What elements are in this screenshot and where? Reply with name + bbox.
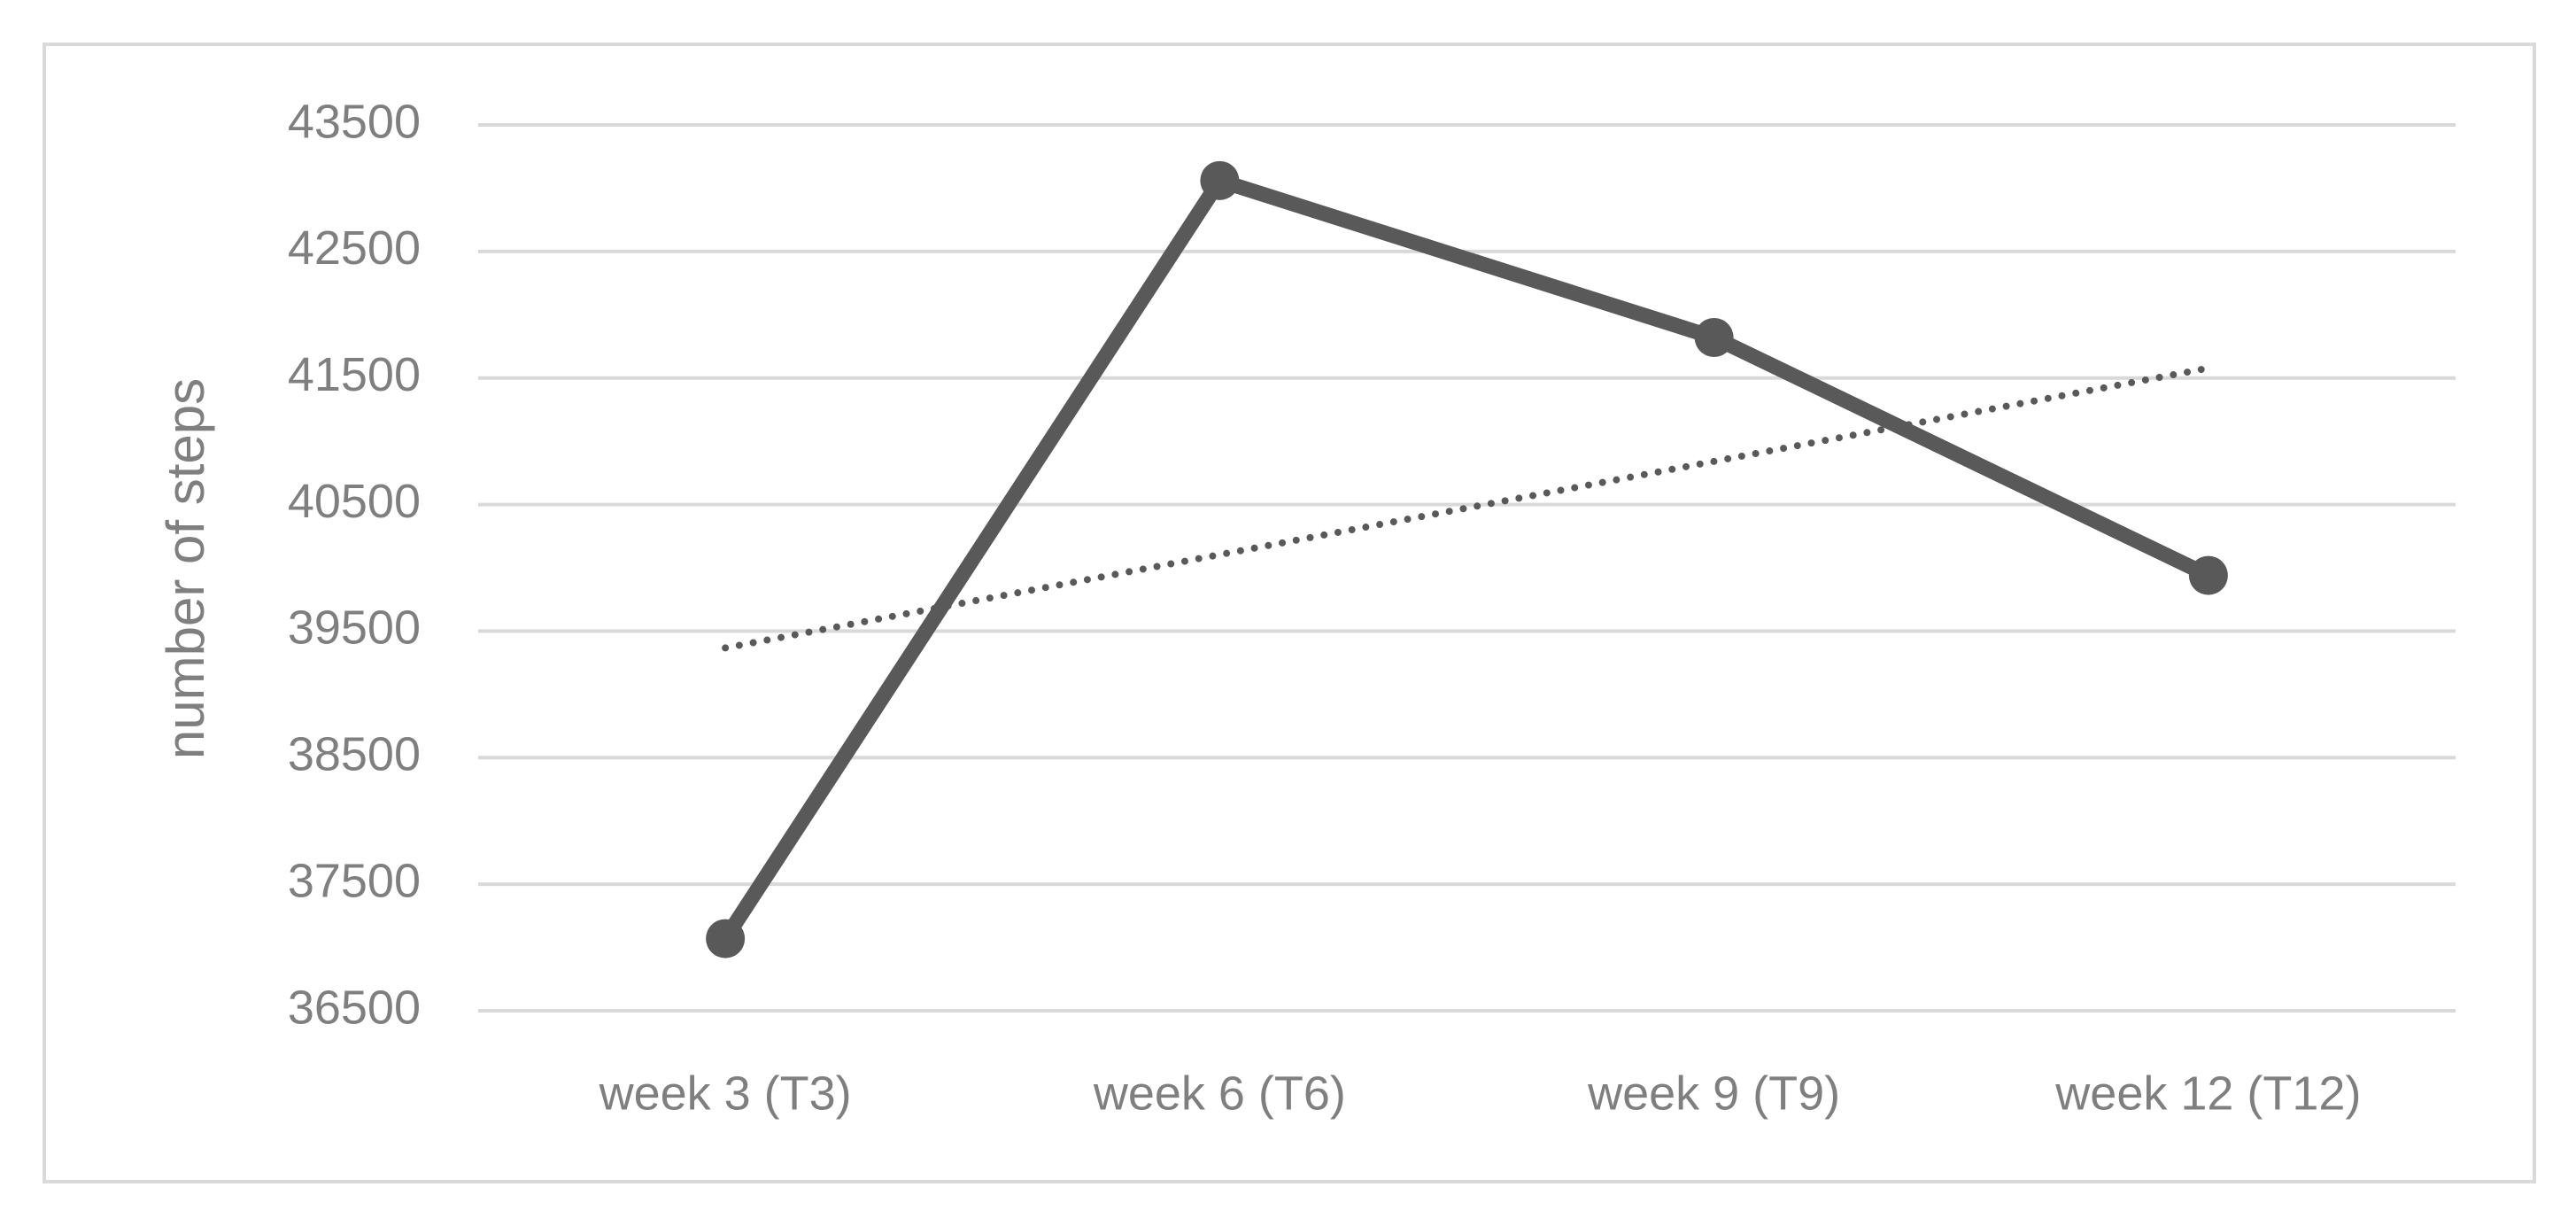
x-tick-label: week 3 (T3) [599, 1067, 852, 1120]
y-tick-label: 38500 [288, 728, 421, 781]
data-point [1200, 160, 1240, 200]
y-tick-label: 37500 [288, 854, 421, 907]
y-tick-label: 36500 [288, 981, 421, 1034]
y-tick-label: 41500 [288, 348, 421, 401]
trendline [722, 364, 2212, 652]
chart-border [43, 43, 2536, 1183]
y-tick-label: 43500 [288, 95, 421, 148]
data-point [2188, 555, 2228, 595]
data-point [706, 919, 746, 958]
x-tick-label: week 6 (T6) [1093, 1067, 1346, 1120]
y-tick-label: 39500 [288, 601, 421, 655]
y-tick-label: 40500 [288, 475, 421, 528]
data-line [719, 173, 2212, 943]
x-tick-label: week 12 (T12) [2054, 1067, 2361, 1120]
y-axis-title: number of steps [156, 378, 215, 759]
x-tick-label: week 9 (T9) [1587, 1067, 1840, 1120]
data-point [1694, 318, 1734, 357]
y-tick-label: 42500 [288, 221, 421, 275]
